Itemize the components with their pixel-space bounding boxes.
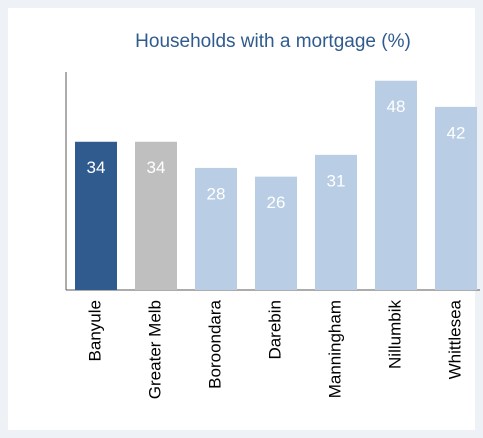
x-tick-label: Darebin [265, 300, 284, 360]
bar [135, 141, 177, 290]
value-label: 28 [207, 184, 226, 203]
x-tick-label: Boroondara [205, 299, 224, 388]
bar [435, 106, 477, 290]
x-tick-label: Banyule [85, 300, 104, 361]
x-tick-label: Nillumbik [385, 300, 404, 369]
value-label: 34 [87, 158, 106, 177]
bar [195, 167, 237, 290]
chart-title: Households with a mortgage (%) [135, 31, 411, 52]
value-label: 42 [447, 123, 466, 142]
value-label: 31 [327, 171, 346, 190]
bar [75, 141, 117, 290]
x-tick-label: Manningham [325, 300, 344, 398]
value-label: 48 [387, 97, 406, 116]
bar [255, 176, 297, 290]
x-tick-label: Greater Melb [145, 300, 164, 399]
bar [315, 154, 357, 290]
value-label: 34 [147, 158, 166, 177]
value-label: 26 [267, 193, 286, 212]
bar [375, 80, 417, 290]
x-tick-label: Whittlesea [445, 299, 464, 379]
